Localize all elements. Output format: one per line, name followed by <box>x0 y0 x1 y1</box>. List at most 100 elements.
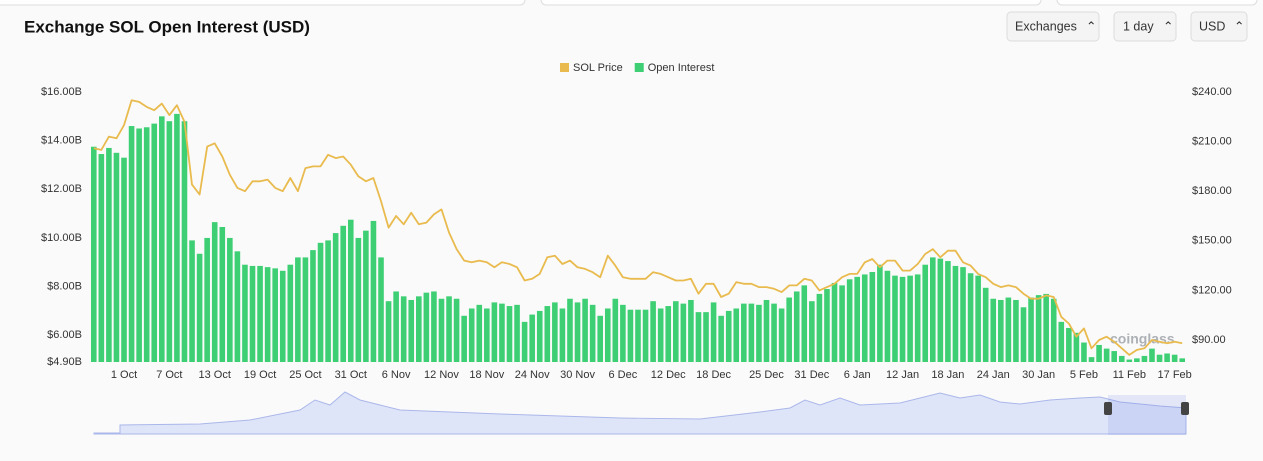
x-tick-label: 19 Oct <box>244 369 276 381</box>
bar <box>136 128 142 362</box>
bar <box>363 230 369 362</box>
bar <box>763 299 770 362</box>
bar <box>1028 297 1034 362</box>
bar <box>884 270 891 362</box>
button-label[interactable]: USD <box>1199 19 1225 33</box>
bar <box>967 273 974 362</box>
y2-tick-label: $150.00 <box>1192 235 1232 247</box>
bar <box>650 301 656 362</box>
bar <box>1096 344 1102 362</box>
y-tick-label: $14.00B <box>41 135 82 147</box>
bar <box>468 308 475 362</box>
bar <box>899 276 906 362</box>
bar <box>529 314 535 362</box>
top-box <box>540 0 1042 6</box>
bar <box>295 257 301 362</box>
bar <box>113 152 120 362</box>
bar <box>960 267 966 362</box>
x-tick-label: 24 Nov <box>515 369 550 381</box>
bar <box>385 301 392 362</box>
bar <box>990 298 997 362</box>
x-tick-label: 18 Dec <box>696 369 731 381</box>
bar <box>544 306 551 362</box>
bar <box>340 225 347 362</box>
navigator <box>93 391 1187 435</box>
bar <box>725 310 732 362</box>
bar <box>121 157 127 362</box>
watermark: coinglass <box>1110 331 1175 347</box>
bar <box>718 315 724 362</box>
x-tick-label: 6 Nov <box>382 369 411 381</box>
bar <box>1126 359 1133 362</box>
bar <box>1179 358 1186 362</box>
x-tick-label: 25 Dec <box>749 369 784 381</box>
bar <box>748 303 755 362</box>
bar <box>227 237 233 362</box>
y-tick-label: $8.00B <box>47 281 82 293</box>
bar <box>219 227 226 362</box>
bar <box>786 297 792 362</box>
x-tick-label: 30 Nov <box>560 369 595 381</box>
bar <box>710 302 717 362</box>
y2-tick-label: $90.00 <box>1192 334 1226 346</box>
bar <box>937 258 944 362</box>
bar <box>90 146 97 362</box>
bar <box>589 304 596 362</box>
bar <box>612 298 619 362</box>
bar <box>695 312 702 362</box>
bar <box>574 302 581 362</box>
navigator-handle[interactable] <box>1104 402 1112 415</box>
y-tick-label: $16.00B <box>41 86 82 98</box>
bar <box>922 264 929 362</box>
bar <box>1118 355 1125 362</box>
bar <box>657 308 664 362</box>
button[interactable] <box>1190 11 1248 42</box>
bar <box>423 292 430 362</box>
button[interactable] <box>1006 11 1100 42</box>
bar <box>1013 299 1019 362</box>
bar <box>317 242 324 362</box>
x-tick-label: 18 Nov <box>469 369 504 381</box>
bar <box>642 309 649 362</box>
button-label[interactable]: Exchanges <box>1015 19 1077 33</box>
bar <box>741 303 747 362</box>
bar <box>264 267 271 362</box>
x-tick-label: 17 Feb <box>1158 369 1192 381</box>
bar <box>476 304 483 362</box>
line <box>93 99 1183 356</box>
bar <box>211 222 218 362</box>
x-tick-label: 12 Jan <box>886 369 919 381</box>
bar <box>1081 342 1087 362</box>
bar <box>861 274 868 362</box>
bar <box>310 250 316 362</box>
y-tick-label: $4.90B <box>47 356 82 368</box>
bar <box>181 121 188 363</box>
button[interactable] <box>1113 11 1177 42</box>
x-tick-label: 31 Dec <box>794 369 829 381</box>
x-tick-label: 18 Jan <box>931 369 964 381</box>
bar <box>975 275 981 362</box>
bar <box>279 270 286 362</box>
bar <box>877 264 883 362</box>
navigator-selection[interactable] <box>1108 395 1186 435</box>
bar <box>914 274 921 362</box>
bar <box>778 308 785 362</box>
bar <box>332 233 339 362</box>
bar <box>559 308 566 362</box>
x-tick-label: 31 Oct <box>335 369 367 381</box>
top-box <box>0 0 526 6</box>
bar <box>128 126 135 363</box>
bar <box>1088 357 1095 362</box>
bar <box>521 321 528 362</box>
bar <box>1111 351 1117 362</box>
y2-tick-label: $120.00 <box>1192 284 1232 296</box>
x-tick-label: 12 Dec <box>651 369 686 381</box>
bar <box>665 306 672 362</box>
x-tick-label: 6 Dec <box>609 369 638 381</box>
navigator-handle[interactable] <box>1181 402 1189 415</box>
bar <box>816 293 823 362</box>
bar <box>446 296 452 362</box>
button-label[interactable]: 1 day <box>1123 19 1154 33</box>
